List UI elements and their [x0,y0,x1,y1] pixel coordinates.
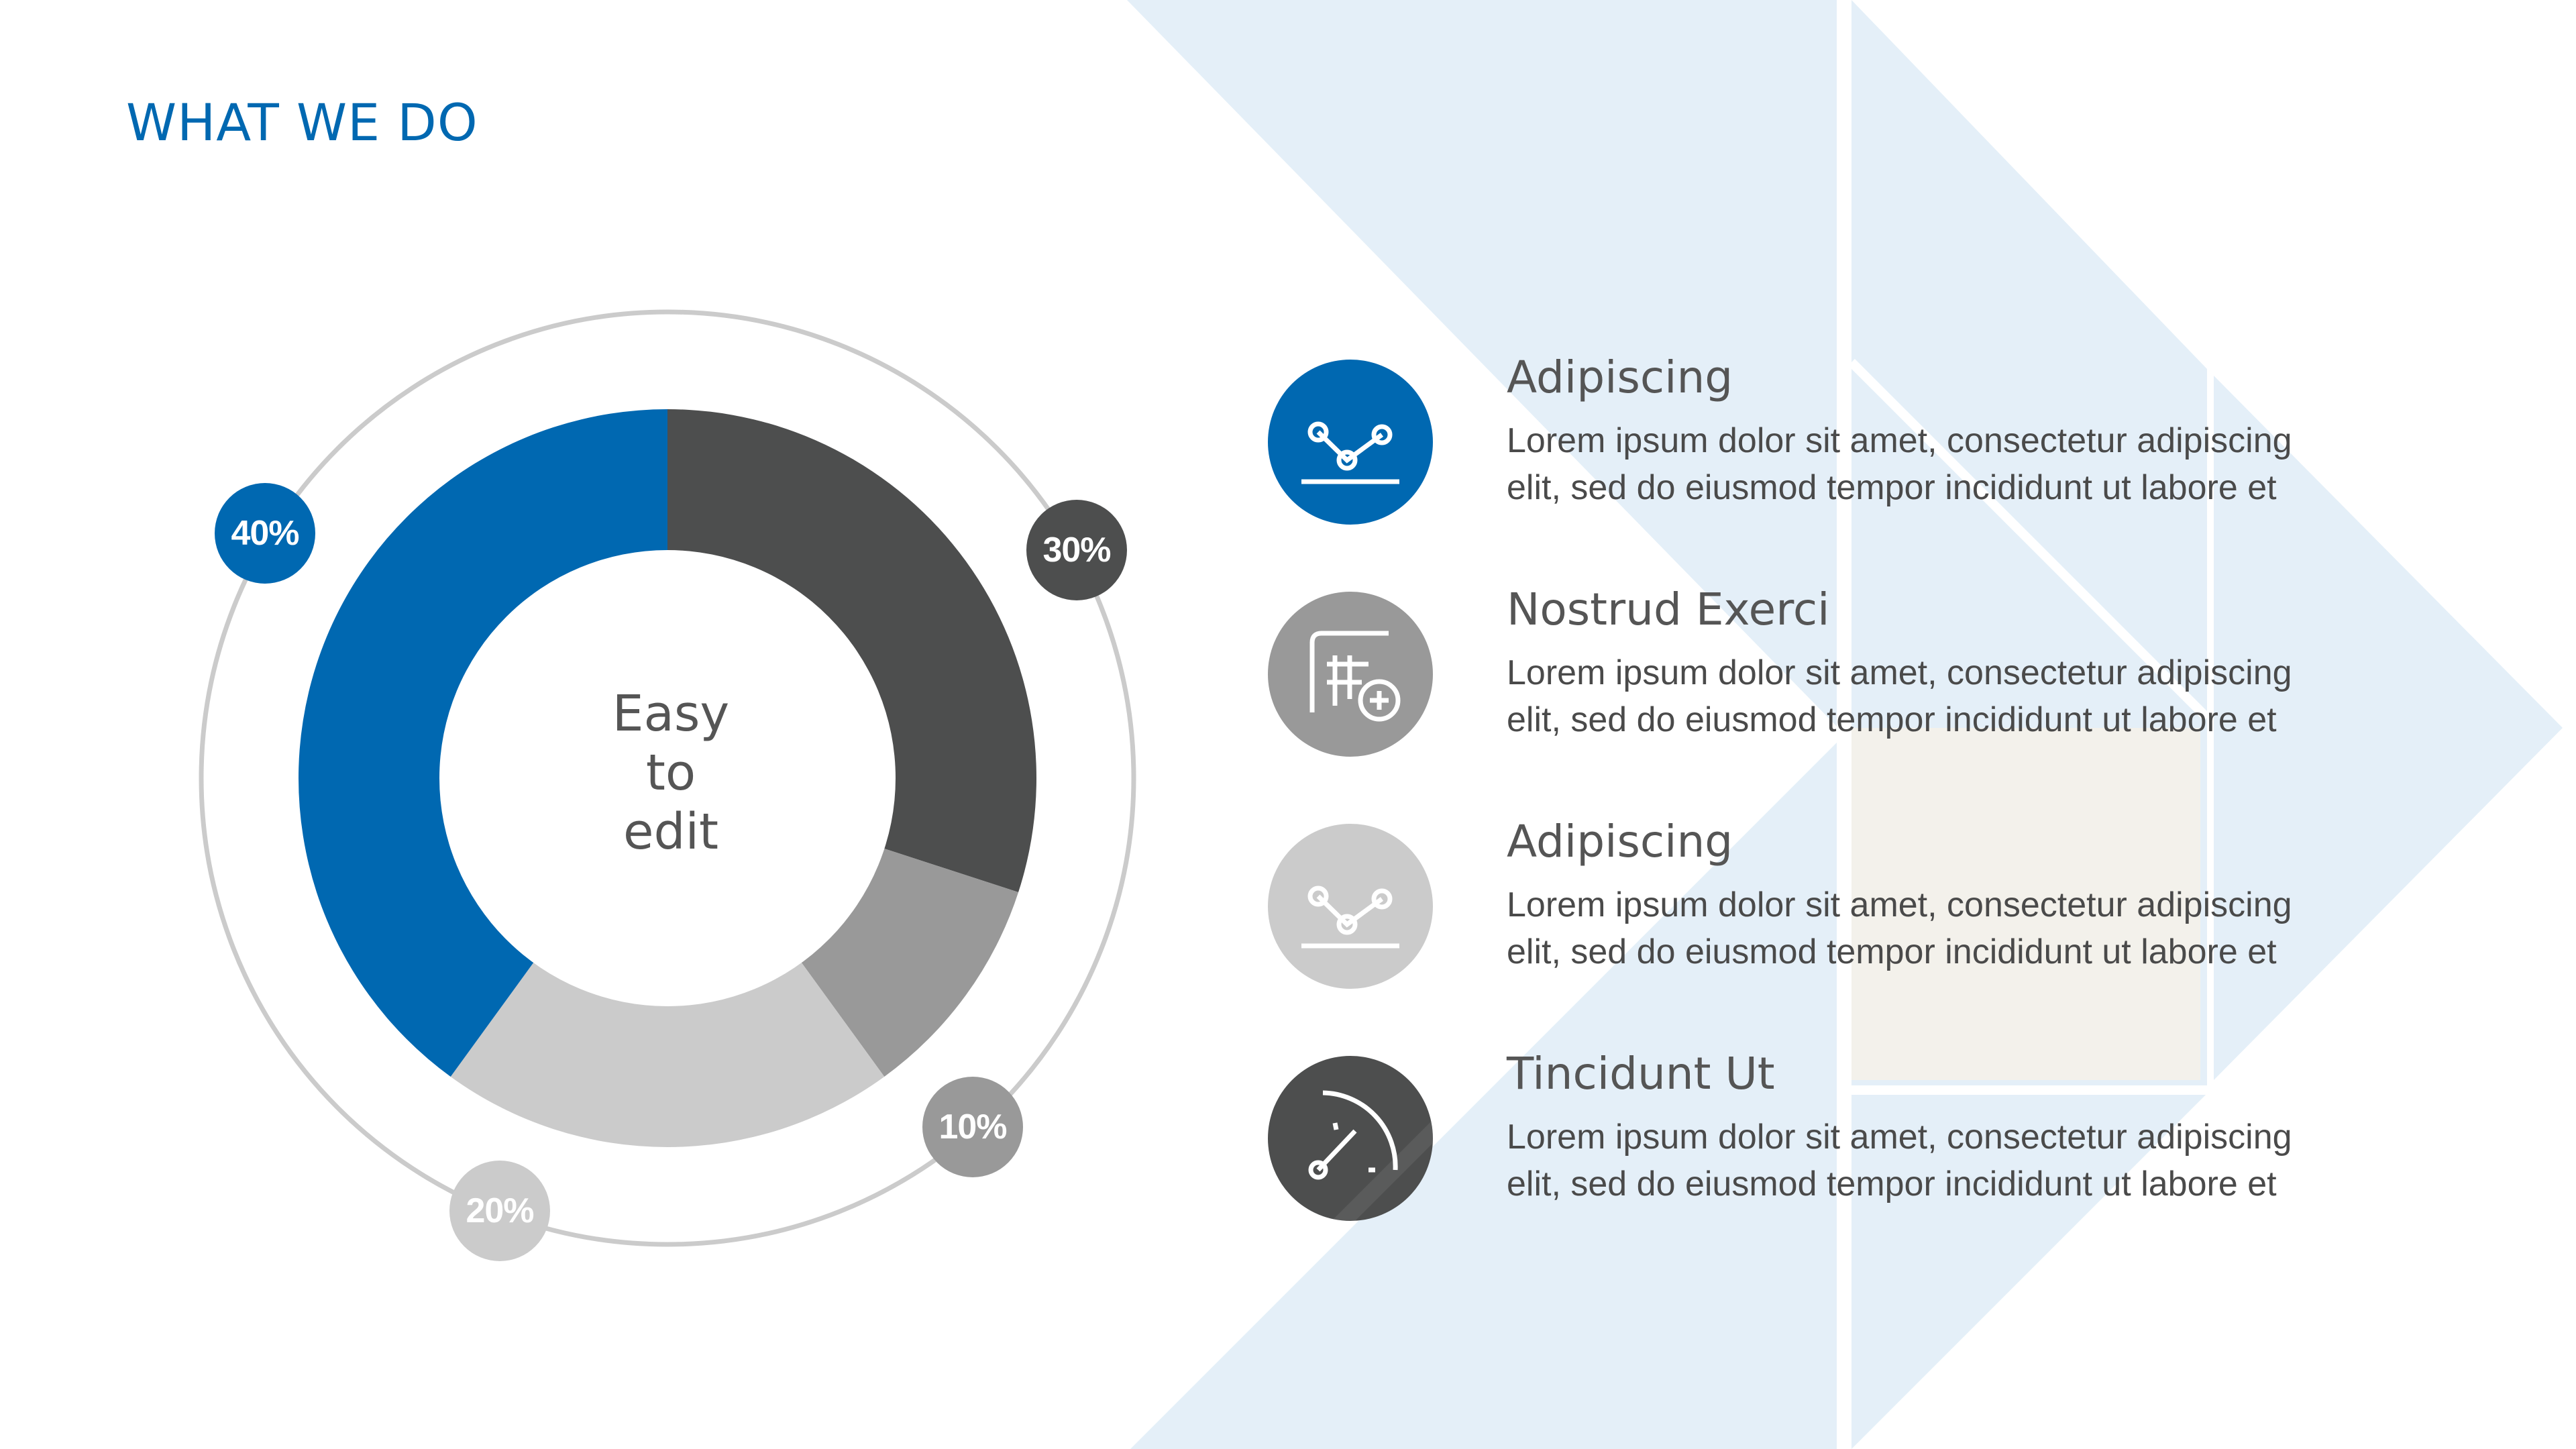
percent-label: 40% [231,514,299,553]
item-title: Adipiscing [1507,352,1733,403]
item-description-line: elit, sed do eiusmod tempor incididunt u… [1507,1165,2277,1203]
gauge-icon [1308,1090,1433,1221]
item-description-line: Lorem ipsum dolor sit amet, consectetur … [1507,885,2292,924]
line-chart-icon [1301,421,1399,484]
item-description-line: elit, sed do eiusmod tempor incididunt u… [1507,700,2277,739]
item-title: Adipiscing [1507,816,1733,867]
item-description-line: elit, sed do eiusmod tempor incididunt u… [1507,468,2277,507]
line-chart-icon [1301,885,1399,949]
donut-hole [439,550,896,1006]
icon-circle-blue [1268,360,1433,525]
item-description-line: Lorem ipsum dolor sit amet, consectetur … [1507,653,2292,692]
donut-chart [199,309,1136,1247]
list-item: Tincidunt Ut Lorem ipsum dolor sit amet,… [1268,1048,2408,1230]
center-label-line: edit [623,803,719,861]
icon-circle-light-gray [1268,824,1433,989]
page-title: WHAT WE DO [126,93,478,152]
item-description: Lorem ipsum dolor sit amet, consectetur … [1507,1114,2379,1208]
percent-label: 10% [938,1108,1007,1146]
add-table-icon [1309,631,1401,722]
list-item: Adipiscing Lorem ipsum dolor sit amet, c… [1268,816,2408,998]
percent-badge-30: 30% [1026,500,1127,600]
icon-circle-dark [1268,1056,1433,1221]
percent-label: 30% [1042,531,1111,570]
background-arrow-left-lower [1130,738,1841,1449]
item-description: Lorem ipsum dolor sit amet, consectetur … [1507,649,2379,743]
center-label-line: Easy [612,685,730,743]
outer-ring [199,309,1136,1247]
percent-badge-20: 20% [449,1161,550,1261]
center-label-line: to [645,744,696,802]
item-description-line: elit, sed do eiusmod tempor incididunt u… [1507,932,2277,971]
item-title: Nostrud Exerci [1507,584,1830,635]
percent-badge-40: 40% [215,483,315,584]
item-description-line: Lorem ipsum dolor sit amet, consectetur … [1507,421,2292,460]
list-item: Adipiscing Lorem ipsum dolor sit amet, c… [1268,352,2408,534]
item-description: Lorem ipsum dolor sit amet, consectetur … [1507,881,2379,975]
icon-circle-gray [1268,592,1433,757]
item-title: Tincidunt Ut [1507,1048,1775,1099]
item-description: Lorem ipsum dolor sit amet, consectetur … [1507,417,2379,511]
background-arrow-left [1127,0,1841,731]
background-box [1851,728,2200,1080]
background-arrow-right [2214,376,2563,1080]
item-description-line: Lorem ipsum dolor sit amet, consectetur … [1507,1118,2292,1157]
percent-badge-10: 10% [922,1077,1023,1177]
donut-center-label: Easy to edit [564,684,778,861]
list-item: Nostrud Exerci Lorem ipsum dolor sit ame… [1268,584,2408,766]
percent-label: 20% [466,1191,534,1230]
